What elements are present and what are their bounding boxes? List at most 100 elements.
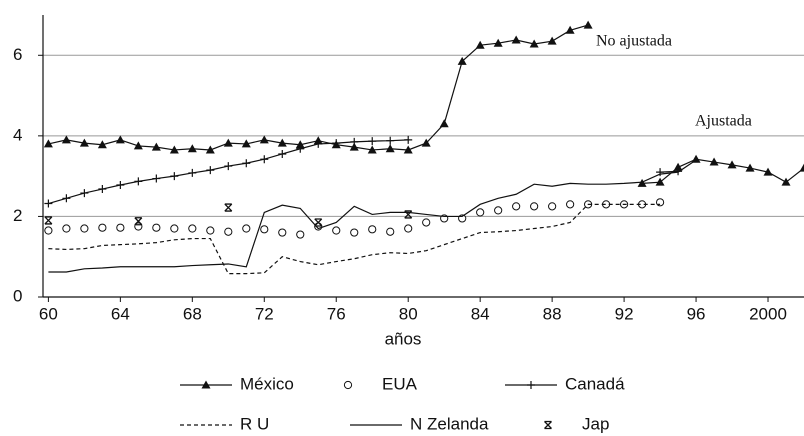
legend-item: EUA [343,374,418,393]
marker [44,199,53,208]
marker [475,40,485,49]
circle [278,228,287,237]
series-line [48,203,661,275]
bowtie [224,203,233,212]
marker [709,157,719,166]
circle [242,224,251,233]
triangle [43,139,53,148]
marker [116,223,125,232]
triangle [637,178,647,187]
marker [80,224,89,233]
triangle [205,145,215,154]
marker [565,25,575,34]
marker [241,139,251,148]
marker [134,217,143,226]
marker [350,137,359,146]
circle [386,227,395,236]
circle [116,223,125,232]
plus [278,149,287,158]
triangle [673,162,683,171]
circle [343,380,353,390]
circle [655,198,665,207]
x-axis-label: años [385,329,422,348]
marker [727,160,737,169]
triangle [691,154,701,163]
circle [44,226,53,235]
x-tick-label: 84 [471,304,490,323]
plus [116,181,125,190]
marker [134,177,143,186]
circle [350,228,359,237]
plus [152,174,161,183]
bowtie [134,217,143,226]
marker [98,185,107,194]
triangle [97,140,107,149]
marker [691,154,701,163]
marker [529,39,539,48]
marker [548,202,557,211]
marker [115,135,125,144]
marker [223,138,233,147]
marker [43,139,53,148]
plus [350,137,359,146]
circle [152,223,161,232]
triangle [201,380,211,389]
series-line [48,139,679,205]
marker [242,224,251,233]
circle [404,224,413,233]
y-tick-label: 0 [13,286,22,305]
triangle [241,139,251,148]
circle [80,224,89,233]
marker [151,142,161,151]
legend-label: México [240,374,294,393]
circle [332,226,341,235]
marker [404,135,413,144]
plus [527,381,535,389]
marker [44,216,53,225]
legend-item: Jap [544,414,609,433]
marker [512,202,521,211]
circle [98,223,107,232]
circle [368,225,377,234]
marker [278,228,287,237]
marker [170,172,179,181]
marker [655,198,665,207]
marker [116,181,125,190]
triangle [169,145,179,154]
legend-item: Canadá [505,374,625,393]
legend-label: N Zelanda [410,414,489,433]
circle [566,200,575,209]
marker [404,224,413,233]
marker [403,145,413,154]
marker [133,141,143,150]
marker [61,135,71,144]
plus [674,167,683,176]
marker [224,227,233,236]
plus [206,166,215,175]
marker [314,139,323,148]
marker [296,230,305,239]
circle [206,226,215,235]
marker [367,145,377,154]
x-tick-label: 64 [111,304,130,323]
y-tick-label: 4 [13,125,22,144]
plus [404,135,413,144]
triangle [349,142,359,151]
marker [295,140,305,149]
legend-label: Canadá [565,374,625,393]
marker [332,226,341,235]
triangle [781,177,791,186]
triangle [727,160,737,169]
x-tick-label: 76 [327,304,346,323]
triangle [709,157,719,166]
triangle [511,35,521,44]
legend-item: N Zelanda [350,414,489,433]
x-tick-label: 80 [399,304,418,323]
triangle [277,138,287,147]
triangle [529,39,539,48]
plus [242,159,251,168]
triangle [475,40,485,49]
marker [457,56,467,65]
marker [278,149,287,158]
